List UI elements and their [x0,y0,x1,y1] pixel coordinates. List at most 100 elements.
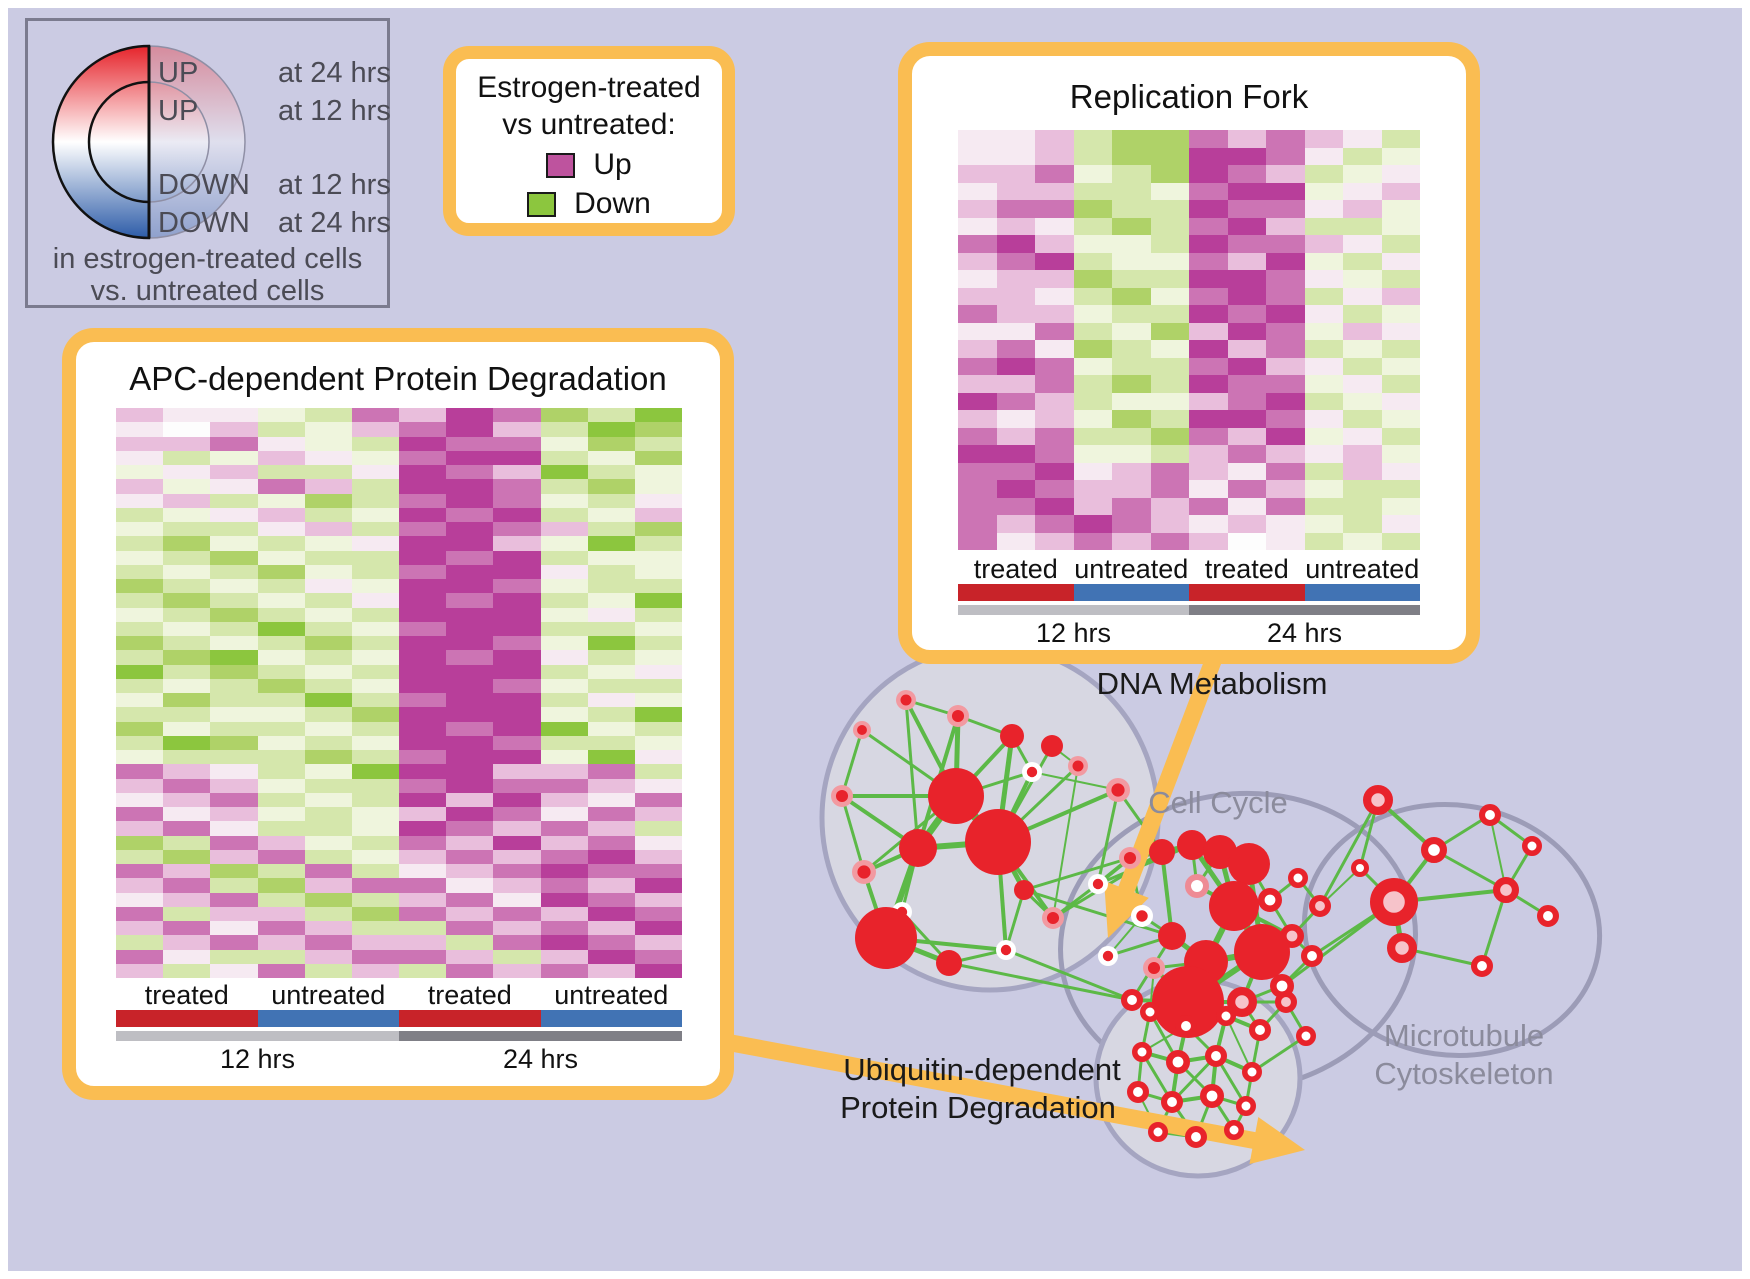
heatmap-row [958,427,1420,445]
heatmap-cell [116,906,164,921]
heatmap-cell [996,462,1035,480]
heatmap-cell [351,479,400,494]
heatmap-cell [1035,147,1074,165]
heatmap-cell [1112,235,1151,253]
heatmap-cell [351,693,400,708]
heatmap-cell [210,778,258,793]
heatmap-cell [540,422,588,437]
heatmap-cell [116,479,164,494]
heatmap-cell [1227,217,1266,235]
heatmap-cell [634,921,683,936]
heatmap-cell [540,892,588,907]
group-label: untreated [1074,554,1189,584]
heatmap-cell [351,792,400,807]
gene-node-ring-white [1537,905,1560,928]
heatmap-cell [1150,287,1189,305]
heatmap-row [116,479,683,494]
heatmap-cell [634,821,683,836]
gene-node-halo-center [1123,851,1137,865]
heatmap-row [116,849,683,864]
heatmap-cell [587,678,635,693]
heatmap-cell [1381,357,1420,375]
heatmap-cell [257,963,305,978]
color-legend-card: Estrogen-treated vs untreated: Up Down [443,46,735,236]
heatmap-cell [116,849,164,864]
gene-node-pinkring-white [1185,874,1209,898]
heatmap-cell [351,949,400,964]
heatmap-cell [493,693,541,708]
heatmap-cell [1266,165,1305,183]
heatmap-cell [1266,340,1305,358]
heatmap-cell [399,892,447,907]
heatmap-cell [540,835,588,850]
heatmap-cell [540,935,588,950]
heatmap-cell [351,664,400,679]
gene-node-solid [1228,843,1270,885]
heatmap-row [958,305,1420,323]
heatmap-cell [210,949,258,964]
heatmap-cell [587,408,635,423]
color-legend-items: Up Down [456,148,722,221]
heatmap-cell [634,507,683,522]
heatmap-cell [1266,200,1305,218]
heatmap-cell [1343,305,1382,323]
heatmap-cell [1343,427,1382,445]
heatmap-cell [493,921,541,936]
heatmap-row [116,949,683,964]
heatmap-cell [1266,235,1305,253]
heatmap-cell [304,835,352,850]
gene-node-solid [1234,924,1290,980]
heatmap-cell [1112,165,1151,183]
gene-node-ring-white [1185,1126,1208,1149]
heatmap-cell [399,550,447,565]
heatmap-row [116,792,683,807]
heatmap-cell [1150,235,1189,253]
heatmap-cell [587,450,635,465]
heatmap-cell [1150,322,1189,340]
gene-node-halo-center [900,694,912,706]
heatmap-cell [446,821,494,836]
heatmap-cell [351,507,400,522]
heatmap-cell [163,835,211,850]
heatmap-cell [210,522,258,537]
heatmap-cell [304,721,352,736]
heatmap-cell [257,607,305,622]
condition-bar-segment [540,1010,682,1027]
heatmap-cell [1112,340,1151,358]
heatmap-row [116,906,683,921]
heatmap-cell [996,200,1035,218]
heatmap-cell [257,735,305,750]
heatmap-cell [351,408,400,423]
gene-node-ring-white [1166,1050,1191,1075]
heatmap-cell [493,422,541,437]
replication-fork-group-labels: treated untreated treated untreated [958,554,1420,584]
heatmap-cell [116,764,164,779]
heatmap-cell [210,422,258,437]
heatmap-row [958,270,1420,288]
heatmap-row [116,621,683,636]
network-edge [948,961,1133,1002]
heatmap-cell [399,906,447,921]
heatmap-cell [446,735,494,750]
heatmap-cell [996,375,1035,393]
apc-time-labels: 12 hrs 24 hrs [116,1044,682,1074]
gene-node-ring-white [1236,1096,1256,1116]
heatmap-cell [399,593,447,608]
heatmap-cell [210,750,258,765]
heatmap-cell [163,921,211,936]
heatmap-cell [399,522,447,537]
heatmap-cell [540,593,588,608]
heatmap-cell [1189,252,1228,270]
heatmap-cell [446,721,494,736]
heatmap-cell [1189,130,1228,148]
heatmap-cell [304,693,352,708]
heatmap-cell [116,593,164,608]
heatmap-cell [1189,322,1228,340]
heatmap-cell [351,892,400,907]
heatmap-cell [116,664,164,679]
gene-node-halo-center [857,865,871,879]
heatmap-cell [1150,182,1189,200]
heatmap-cell [1035,130,1074,148]
glyph-legend-footer-line2: vs. untreated cells [90,275,325,307]
